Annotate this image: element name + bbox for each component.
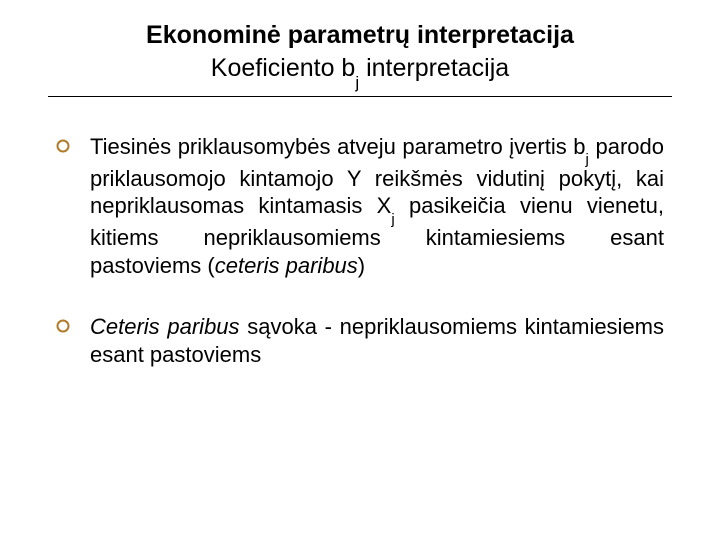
body: Tiesinės priklausomybės atveju parametro… (48, 133, 672, 369)
circle-bullet-icon (56, 139, 70, 153)
title-block: Ekonominė parametrų interpretacija Koefi… (48, 20, 672, 88)
list-item: Tiesinės priklausomybės atveju parametro… (56, 133, 664, 280)
slide-title: Ekonominė parametrų interpretacija (108, 20, 612, 51)
slide-subtitle: Koeficiento bj interpretacija (108, 53, 612, 87)
list-item-text: Ceteris paribus sąvoka - nepriklausomiem… (90, 313, 664, 368)
slide: Ekonominė parametrų interpretacija Koefi… (0, 0, 720, 540)
list-item: Ceteris paribus sąvoka - nepriklausomiem… (56, 313, 664, 368)
circle-bullet-icon (56, 319, 70, 333)
list-item-text: Tiesinės priklausomybės atveju parametro… (90, 133, 664, 280)
title-rule (48, 96, 672, 97)
